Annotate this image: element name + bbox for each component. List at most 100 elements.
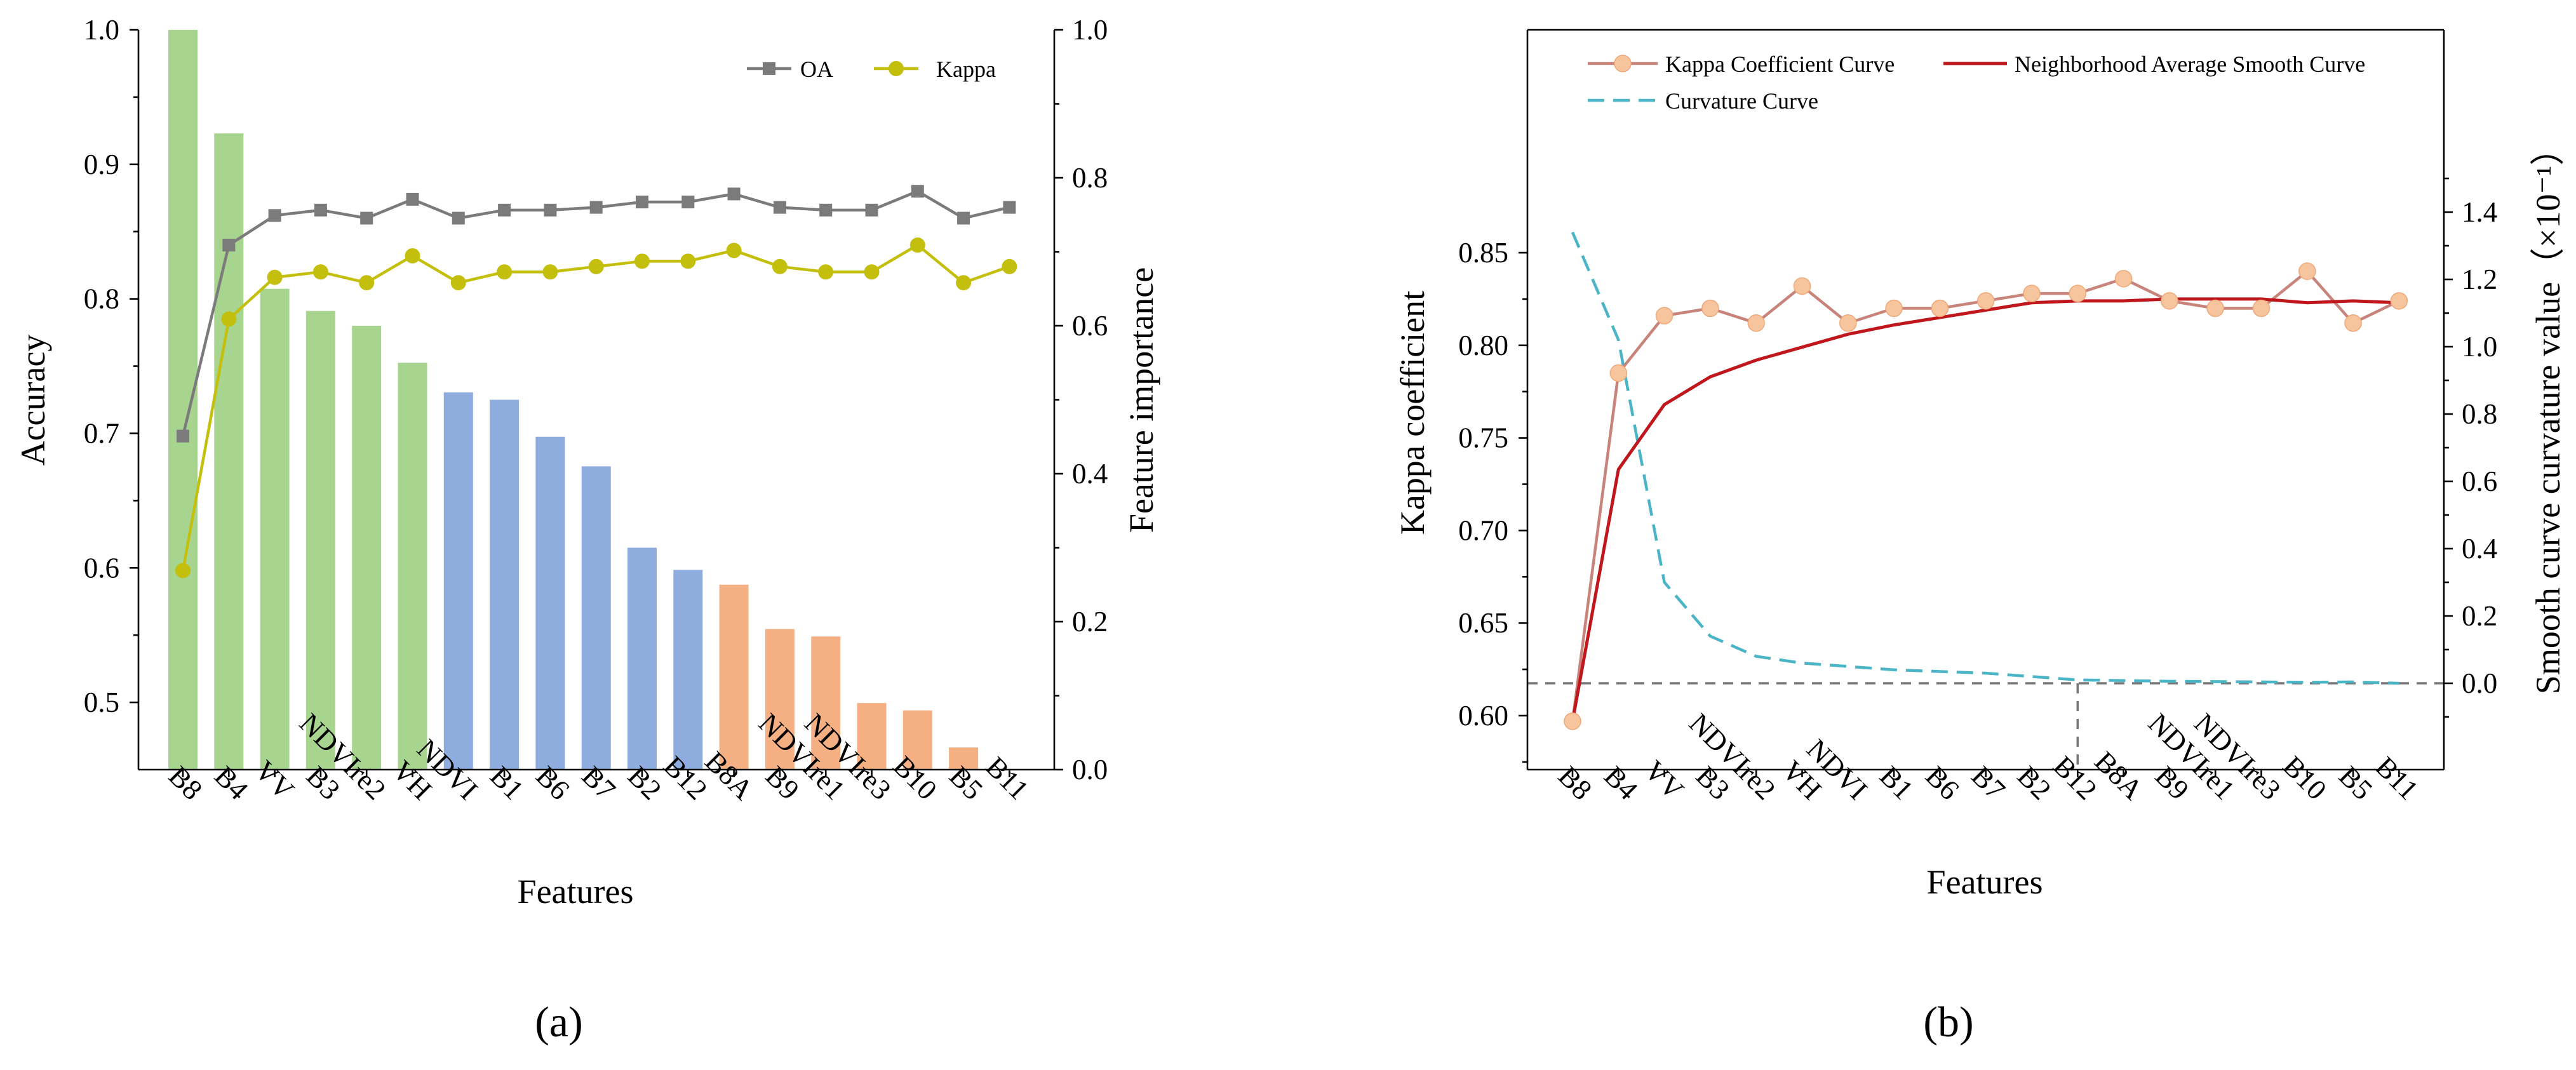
- a-kappa-point-B9: [772, 258, 788, 274]
- a-left-tick-label-0.9: 0.9: [84, 149, 119, 180]
- a-kappa-point-B2: [634, 253, 650, 269]
- a-right-tick-label-0.0: 0.0: [1072, 754, 1108, 786]
- a-oa-point-B11: [1003, 201, 1016, 214]
- a-x-tick-label-B10: B10: [887, 750, 943, 806]
- a-legend-oa-label: OA: [800, 57, 833, 82]
- b-kappa-point-B10: [2298, 262, 2316, 280]
- b-kappa-point-NDVIre2: [1747, 314, 1765, 332]
- b-kappa-point-B6: [1931, 299, 1949, 318]
- a-oa-point-NDVI: [452, 211, 465, 225]
- a-importance-bar-B9: [765, 629, 795, 770]
- a-oa-point-B10: [911, 185, 924, 198]
- a-x-axis-title: Features: [518, 873, 634, 911]
- b-kappa-point-B8A: [2114, 270, 2133, 288]
- b-y-axis-title-right: Smooth curve curvature value（×10⁻¹）: [2529, 131, 2567, 694]
- a-right-tick-label-0.4: 0.4: [1072, 458, 1108, 490]
- a-oa-point-VV: [268, 209, 281, 222]
- b-right-tick-label-0.8: 0.8: [2462, 398, 2497, 430]
- b-kappa-point-B8: [1564, 712, 1581, 730]
- b-legend-smooth-label: Neighborhood Average Smooth Curve: [2015, 51, 2365, 77]
- a-oa-point-B2: [636, 196, 648, 209]
- a-legend-kappa-marker: [889, 61, 904, 76]
- a-importance-bar-B8A: [719, 584, 749, 770]
- a-right-tick-label-0.8: 0.8: [1072, 162, 1108, 194]
- b-x-axis-title: Features: [1927, 863, 2043, 901]
- b-kappa-point-VV: [1655, 307, 1674, 324]
- b-kappa-point-B5: [2344, 314, 2362, 332]
- a-left-tick-label-0.6: 0.6: [84, 552, 119, 584]
- a-right-tick-label-0.2: 0.2: [1072, 606, 1108, 638]
- a-oa-point-B6: [544, 203, 557, 217]
- b-right-tick-label-0.6: 0.6: [2462, 465, 2497, 497]
- b-lines-group: [1527, 231, 2444, 770]
- b-left-tick-label-0.65: 0.65: [1458, 607, 1508, 639]
- a-kappa-point-NDVIre2: [359, 275, 375, 291]
- a-importance-bar-B2: [627, 547, 657, 770]
- a-kappa-point-VH: [405, 248, 420, 264]
- a-importance-bar-B12: [673, 570, 703, 770]
- a-oa-point-B1: [498, 203, 511, 217]
- a-oa-point-B9: [773, 201, 786, 214]
- a-importance-bar-VV: [260, 288, 290, 770]
- a-oa-point-B3: [314, 203, 327, 217]
- a-importance-bar-B6: [535, 436, 565, 770]
- a-kappa-point-B8A: [726, 243, 742, 258]
- b-x-tick-label-B7: B7: [1965, 760, 2011, 806]
- a-kappa-point-B3: [312, 264, 328, 280]
- b-kappa-point-NDVIre3: [2252, 299, 2271, 318]
- a-importance-bar-B4: [214, 133, 244, 770]
- b-kappa-point-B9: [2161, 292, 2178, 310]
- b-curvature-curve: [1571, 231, 2399, 685]
- a-x-tick-label-B8A: B8A: [699, 746, 760, 806]
- a-legend-oa-marker: [763, 62, 775, 75]
- b-x-tick-label-B1: B1: [1874, 760, 1919, 806]
- b-right-tick-label-0.2: 0.2: [2462, 600, 2497, 632]
- b-legend-curvature-label: Curvature Curve: [1665, 88, 1818, 114]
- a-left-tick-label-1.0: 1.0: [84, 14, 119, 46]
- a-importance-bar-NDVIre3: [857, 703, 887, 770]
- a-importance-bar-B7: [581, 466, 611, 770]
- a-importance-bar-B5: [949, 747, 979, 770]
- b-right-tick-label-1.0: 1.0: [2462, 331, 2497, 363]
- a-oa-point-B8: [177, 429, 189, 443]
- b-right-tick-label-0.0: 0.0: [2462, 667, 2497, 699]
- b-x-tick-label-B12: B12: [2047, 750, 2103, 806]
- a-y-axis-title-right: Feature importance: [1122, 267, 1160, 533]
- b-left-tick-label-0.75: 0.75: [1458, 422, 1508, 454]
- a-oa-point-B5: [957, 211, 970, 225]
- b-kappa-point-B2: [2023, 284, 2041, 302]
- a-oa-point-NDVIre1: [819, 203, 833, 217]
- b-left-tick-label-0.60: 0.60: [1458, 700, 1508, 732]
- b-kappa-point-B11: [2390, 292, 2408, 310]
- a-right-tick-label-0.6: 0.6: [1072, 310, 1108, 342]
- a-x-tick-label-VV: VV: [249, 754, 300, 806]
- a-kappa-point-VV: [267, 269, 283, 285]
- b-x-tick-label-NDVIre2: NDVIre2: [1683, 707, 1782, 806]
- a-kappa-point-NDVIre3: [864, 264, 880, 280]
- a-bars-group: [168, 30, 979, 770]
- a-importance-bar-B8: [168, 30, 198, 770]
- a-oa-point-B4: [222, 238, 236, 251]
- b-legend-kappa-marker: [1614, 55, 1632, 72]
- a-importance-bar-NDVI: [443, 392, 473, 770]
- a-oa-point-B7: [589, 201, 603, 214]
- a-kappa-point-B10: [909, 237, 925, 253]
- panel-a: 0.50.60.70.80.91.00.00.20.40.60.81.0B8 B4…: [14, 14, 1160, 1046]
- b-x-tick-label-B2: B2: [2011, 760, 2057, 806]
- a-kappa-point-B7: [588, 258, 604, 274]
- b-kappa-coefficient-curve: [1571, 269, 2400, 722]
- b-x-tick-label-B6: B6: [1919, 760, 1965, 806]
- b-y-axis-title-left: Kappa coefficient: [1393, 291, 1432, 535]
- b-x-tick-label-B10: B10: [2277, 750, 2333, 806]
- b-kappa-point-B4: [1609, 364, 1628, 382]
- b-x-tick-label-B11: B11: [2369, 751, 2424, 806]
- b-right-tick-label-1.4: 1.4: [2462, 196, 2497, 228]
- a-importance-bar-B1: [490, 399, 520, 770]
- b-legend-kappa-label: Kappa Coefficient Curve: [1665, 51, 1895, 77]
- a-oa-point-VH: [406, 192, 419, 206]
- a-importance-bar-VH: [398, 363, 427, 770]
- b-x-tick-label-B4: B4: [1598, 760, 1644, 806]
- b-x-tick-label-B8A: B8A: [2088, 746, 2149, 806]
